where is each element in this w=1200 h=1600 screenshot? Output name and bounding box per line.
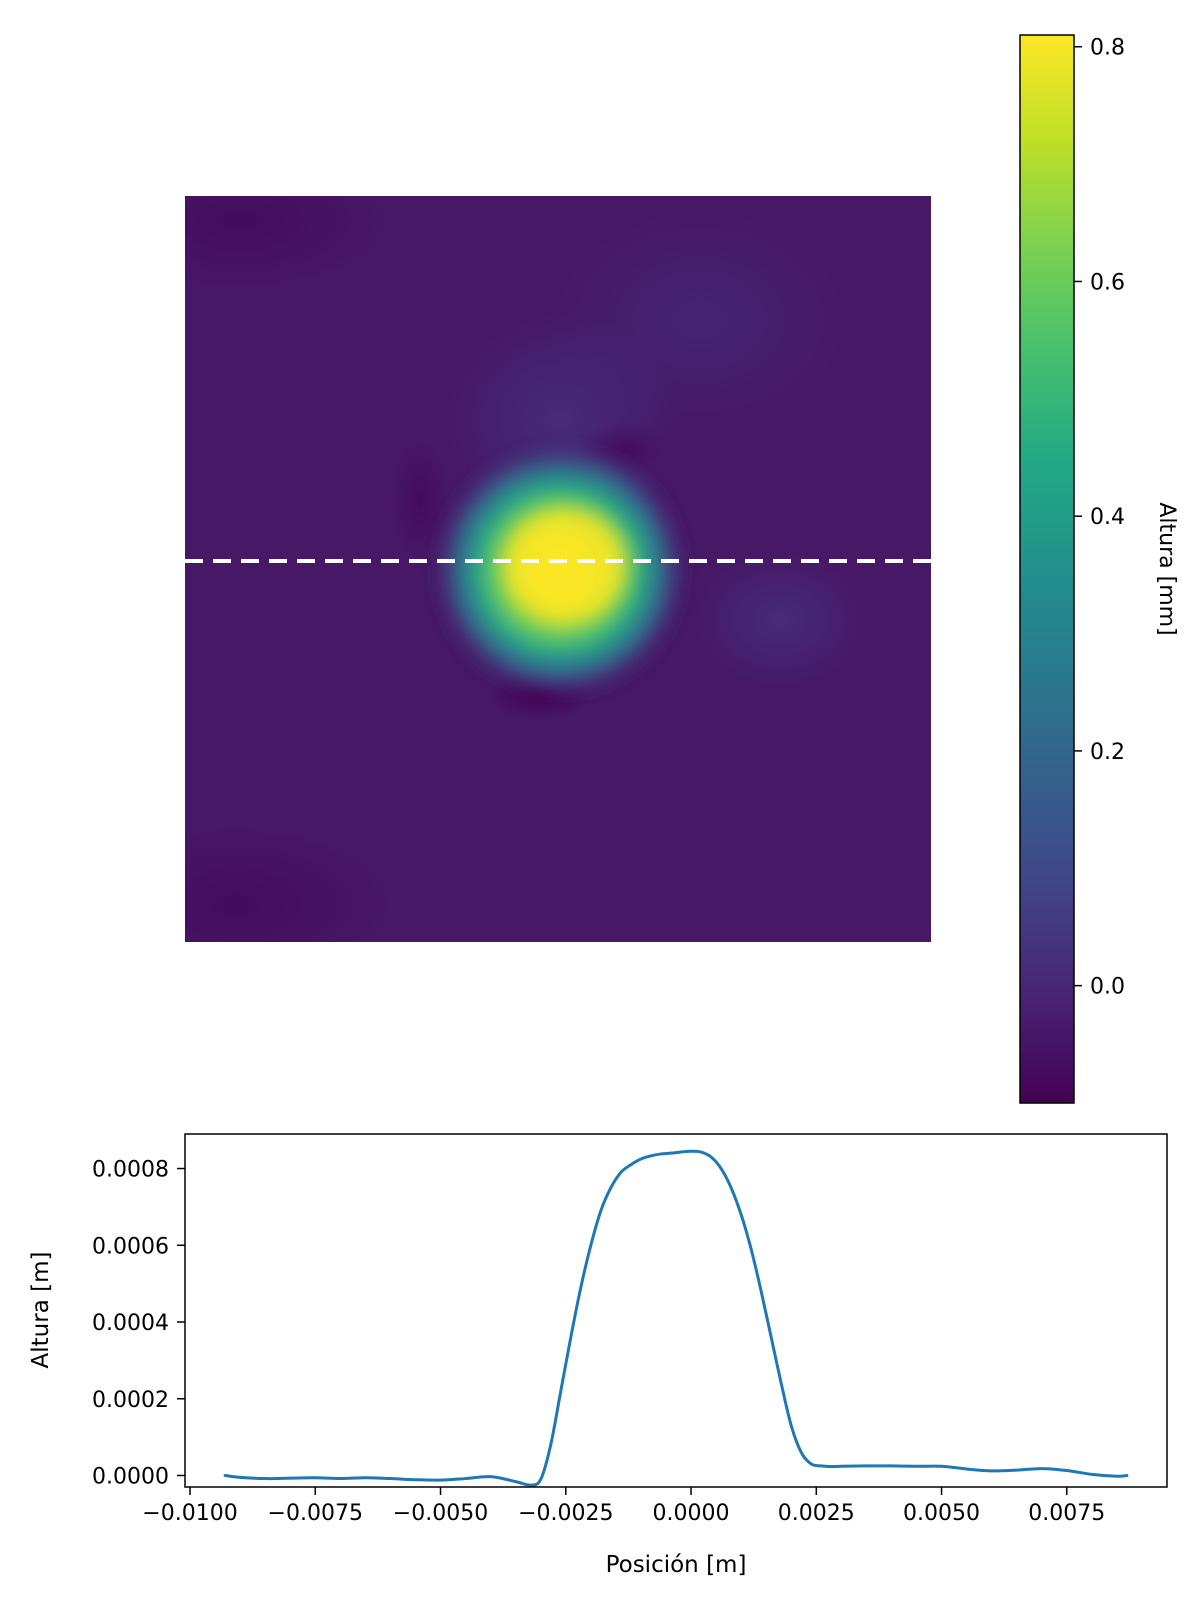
- y-axis-ticks: 0.0000 0.0002 0.0004 0.0006 0.0008: [92, 1158, 185, 1489]
- colorbar-tick-label: 0.6: [1090, 270, 1125, 295]
- y-tick-label: 0.0004: [92, 1311, 169, 1336]
- heatmap-dark-corner: [185, 825, 395, 942]
- colorbar-tick-label: 0.0: [1090, 975, 1125, 1000]
- heatmap-glow: [690, 550, 870, 690]
- line-chart: −0.0100 −0.0075 −0.0050 −0.0025 0.0000 0.0025…: [28, 1133, 1168, 1578]
- x-tick-label: −0.0100: [142, 1501, 237, 1526]
- heatmap-glow: [540, 200, 860, 440]
- heatmap-peak-core: [506, 510, 626, 620]
- line-chart-frame: [184, 1133, 1168, 1488]
- colorbar-gradient: [1019, 34, 1075, 1104]
- x-tick-label: 0.0050: [903, 1501, 980, 1526]
- y-tick-label: 0.0006: [92, 1234, 169, 1259]
- x-tick-label: 0.0000: [653, 1501, 730, 1526]
- series-line: [223, 1149, 1129, 1487]
- x-tick-label: −0.0075: [268, 1501, 363, 1526]
- x-axis-ticks: −0.0100 −0.0075 −0.0050 −0.0025 0.0000 0.0025…: [142, 1487, 1105, 1526]
- y-axis-label: Altura [m]: [28, 1252, 54, 1369]
- x-axis-label: Posición [m]: [606, 1552, 747, 1578]
- y-tick-label: 0.0008: [92, 1158, 169, 1183]
- x-tick-label: −0.0025: [518, 1501, 613, 1526]
- colorbar-label: Altura [mm]: [1154, 502, 1179, 635]
- heatmap-dip: [390, 440, 450, 560]
- y-tick-label: 0.0000: [92, 1464, 169, 1489]
- heatmap-dark-corner: [185, 196, 390, 290]
- y-tick-label: 0.0002: [92, 1388, 169, 1413]
- heatmap: [185, 196, 931, 942]
- x-tick-label: 0.0025: [778, 1501, 855, 1526]
- x-tick-label: −0.0050: [393, 1501, 488, 1526]
- colorbar-tick-label: 0.4: [1090, 505, 1125, 530]
- colorbar-tick-label: 0.2: [1090, 740, 1125, 765]
- x-tick-label: 0.0075: [1028, 1501, 1105, 1526]
- colorbar-tick-label: 0.8: [1090, 36, 1125, 61]
- line-series: [223, 1149, 1129, 1487]
- colorbar-ticks: 0.0 0.2 0.4 0.6 0.8: [1074, 36, 1125, 1000]
- colorbar: 0.0 0.2 0.4 0.6 0.8 Altura [mm]: [1019, 34, 1179, 1104]
